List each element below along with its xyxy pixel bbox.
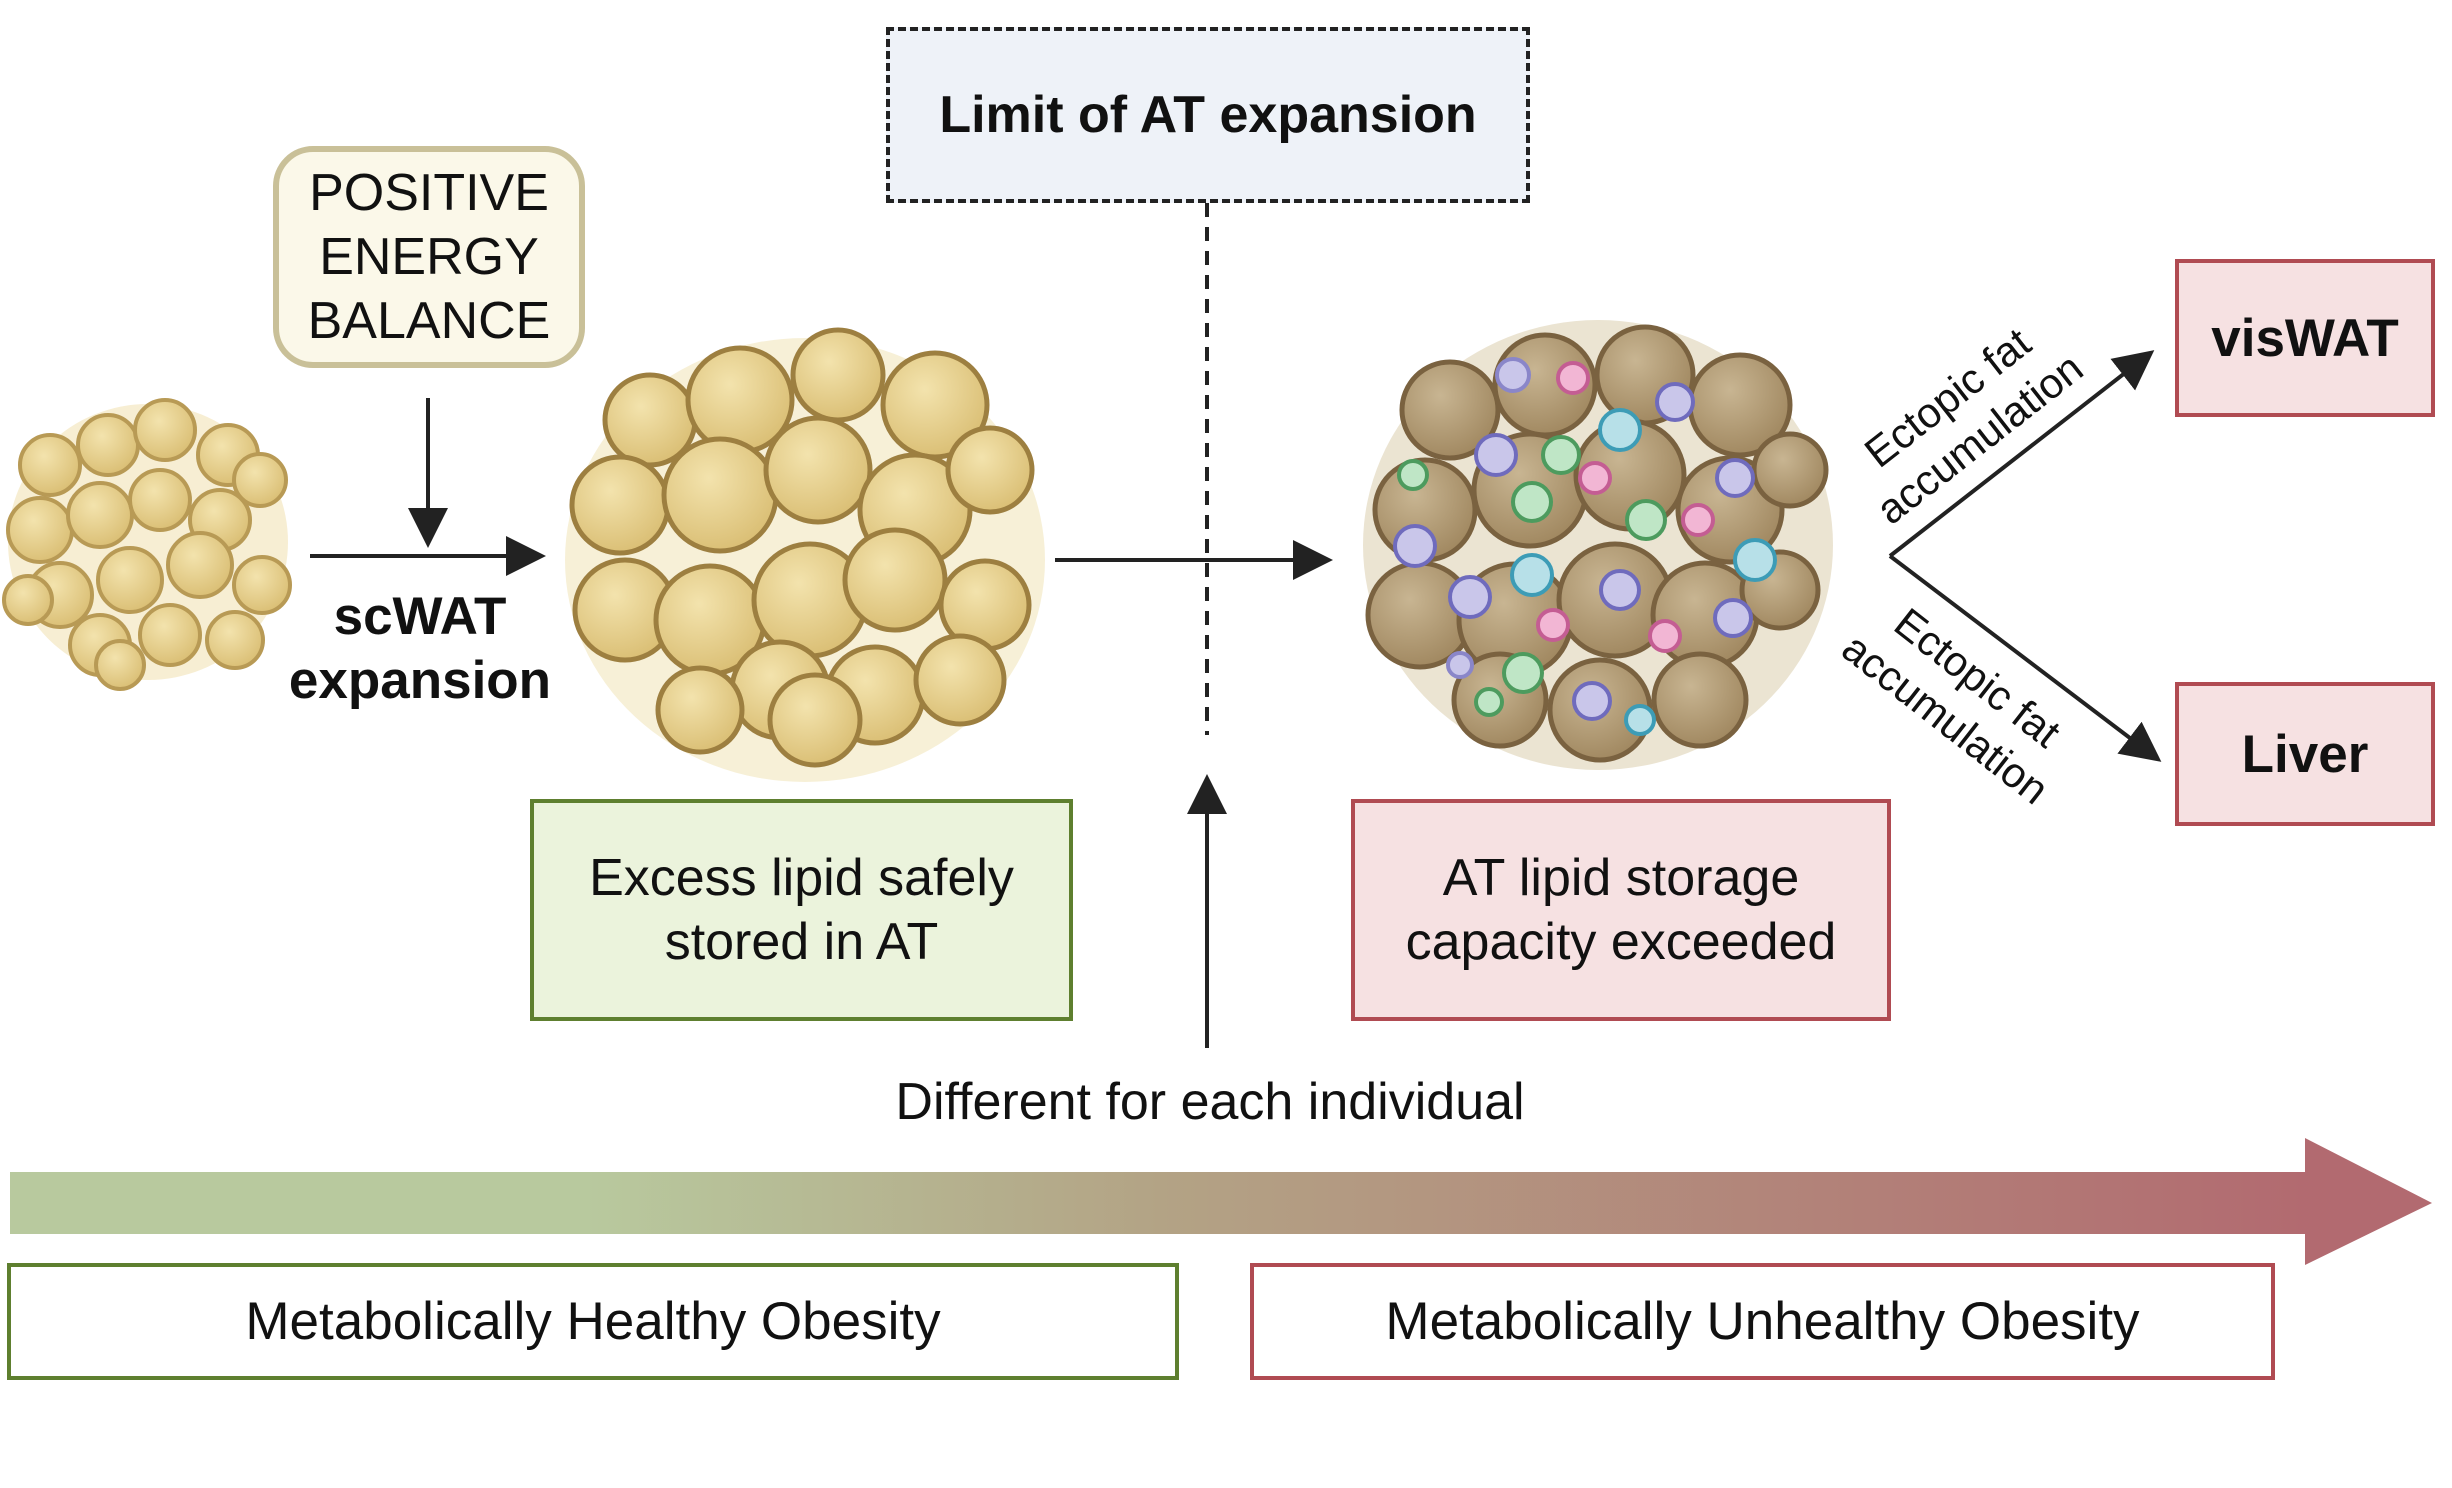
healthy-obesity-label: Metabolically Healthy Obesity — [245, 1292, 941, 1351]
small-adipose-tissue — [2, 398, 292, 691]
scwat-line2: expansion — [288, 651, 552, 710]
unhealthy-obesity-label: Metabolically Unhealthy Obesity — [1385, 1292, 2140, 1351]
capacity-line2: capacity exceeded — [1405, 913, 1837, 971]
healthy-obesity-box: Metabolically Healthy Obesity — [7, 1263, 1179, 1380]
inflamed-adipose-tissue — [1363, 320, 1833, 770]
expanded-adipose-tissue — [565, 327, 1045, 782]
excess-lipid-box: Excess lipid safely stored in AT — [530, 799, 1073, 1021]
limit-label: Limit of AT expansion — [939, 86, 1477, 144]
viswat-label: visWAT — [2211, 308, 2399, 368]
immune-cells — [1393, 357, 1777, 736]
energy-balance-line1: POSITIVE — [309, 164, 549, 222]
individual-label: Different for each individual — [895, 1073, 1525, 1131]
unhealthy-obesity-box: Metabolically Unhealthy Obesity — [1250, 1263, 2275, 1380]
energy-balance-line3: BALANCE — [307, 292, 551, 350]
limit-box: Limit of AT expansion — [886, 27, 1530, 203]
energy-balance-line2: ENERGY — [319, 228, 539, 286]
capacity-line1: AT lipid storage — [1442, 849, 1800, 907]
excess-lipid-line1: Excess lipid safely — [589, 849, 1014, 907]
liver-arrow — [1888, 554, 2162, 762]
liver-label: Liver — [2241, 724, 2369, 784]
scwat-line1: scWAT — [333, 587, 507, 646]
liver-box: Liver — [2175, 682, 2435, 826]
viswat-arrow — [1888, 350, 2155, 558]
scwat-expansion-label: scWAT expansion — [270, 585, 570, 713]
ectopic-label-lower: Ectopic fat accumulation — [1834, 599, 2070, 814]
viswat-box: visWAT — [2175, 259, 2435, 417]
excess-lipid-line2: stored in AT — [664, 913, 939, 971]
progression-arrow — [10, 1138, 2432, 1265]
capacity-exceeded-box: AT lipid storage capacity exceeded — [1351, 799, 1891, 1021]
energy-balance-box: POSITIVE ENERGY BALANCE — [273, 146, 585, 368]
